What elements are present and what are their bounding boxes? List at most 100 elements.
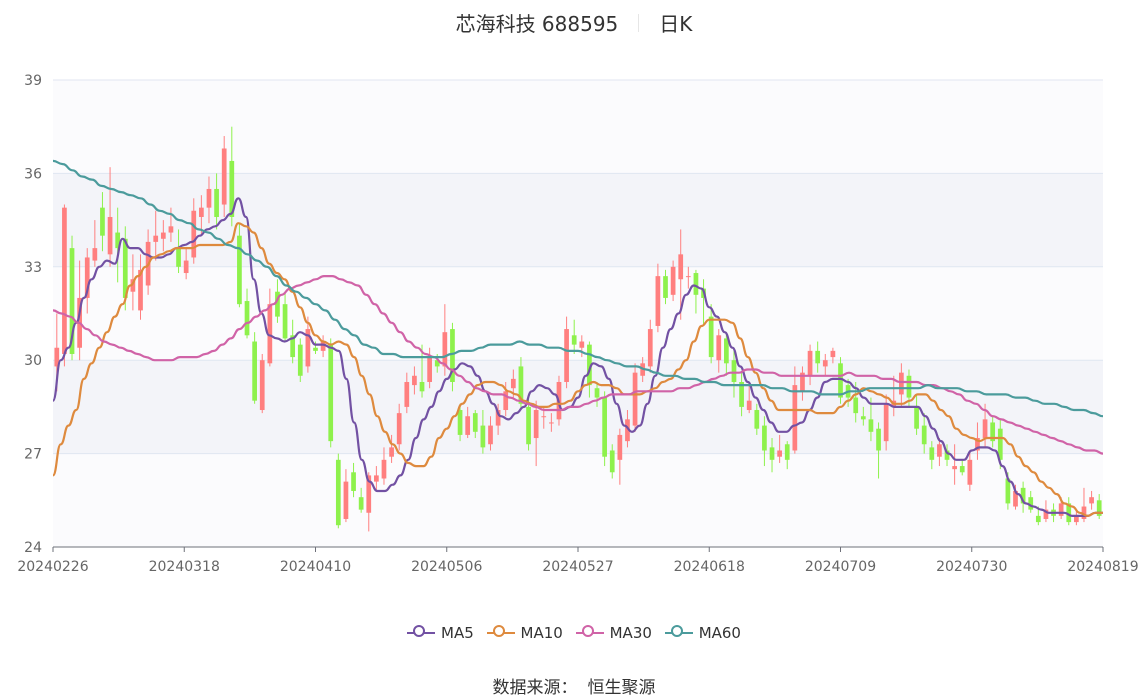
candle-body	[381, 459, 387, 479]
x-tick-label: 20240410	[280, 559, 351, 575]
candle-body	[929, 447, 935, 460]
candle-body	[1089, 497, 1094, 504]
legend-item-ma5[interactable]: MA5	[407, 624, 474, 642]
legend-item-ma30[interactable]: MA30	[575, 624, 652, 642]
candle-body	[290, 335, 296, 358]
candle-body	[724, 338, 729, 364]
candle-body	[564, 329, 569, 382]
candle-body	[1066, 503, 1072, 523]
stock-name: 芯海科技 688595	[455, 12, 619, 36]
candle-body	[160, 232, 166, 239]
candle-body	[366, 475, 372, 513]
source-label: 数据来源：	[492, 678, 578, 698]
x-tick-label: 20240709	[805, 559, 876, 575]
candle-body	[62, 207, 67, 354]
candle-body	[252, 341, 257, 401]
candle-body	[305, 329, 311, 367]
candle-body	[267, 304, 273, 364]
candle-body	[571, 335, 577, 345]
ma-line-ma60	[52, 159, 1104, 418]
candle-body	[138, 269, 143, 311]
candle-body	[282, 304, 288, 339]
candle-body	[685, 276, 691, 278]
candle-body	[495, 410, 501, 426]
y-tick-label: 30	[24, 353, 42, 369]
candle-body	[746, 400, 752, 411]
candle-body	[769, 447, 775, 460]
candle-body	[632, 372, 638, 426]
candle-body	[244, 301, 250, 336]
candle-body	[518, 366, 524, 404]
candle-body	[472, 413, 478, 432]
candle-body	[442, 332, 448, 367]
y-tick-label: 36	[24, 166, 42, 182]
legend-item-ma60[interactable]: MA60	[664, 624, 741, 642]
candle-body	[237, 235, 242, 305]
candle-body	[777, 450, 782, 457]
candle-body	[214, 188, 219, 217]
legend-item-ma10[interactable]: MA10	[486, 624, 563, 642]
candle-body	[107, 216, 113, 255]
legend-ma5-label: MA5	[441, 624, 474, 642]
candle-body	[838, 363, 843, 398]
candle-body	[655, 276, 661, 326]
candle-body	[206, 188, 212, 208]
plot-band	[53, 453, 1103, 547]
candle-body	[221, 148, 227, 205]
candle-body	[297, 344, 303, 376]
candle-body	[1028, 497, 1034, 510]
candle-body	[792, 385, 798, 451]
plot-band	[53, 173, 1103, 267]
legend-ma60-label: MA60	[698, 624, 741, 642]
period-label: 日K	[659, 12, 693, 36]
plot-band	[53, 266, 1103, 361]
x-tick-label: 20240618	[674, 559, 745, 575]
candle-body	[176, 248, 181, 267]
candle-body	[716, 335, 722, 361]
candle-body	[937, 444, 942, 457]
candle-body	[693, 273, 699, 295]
candle-body	[876, 428, 881, 451]
candle-body	[92, 248, 98, 261]
candle-body	[351, 472, 356, 491]
candle-body	[259, 360, 265, 411]
candle-body	[389, 447, 394, 457]
candle-body	[587, 344, 592, 386]
ma-line-ma5	[51, 197, 1103, 518]
candle-body	[503, 391, 509, 411]
candle-body	[967, 459, 973, 485]
candle-body	[419, 381, 425, 392]
x-tick-label: 20240819	[1067, 559, 1138, 575]
candle-body	[1043, 509, 1049, 519]
candle-body	[450, 329, 455, 382]
legend-ma30-label: MA30	[609, 624, 652, 642]
candle-body	[959, 466, 965, 473]
candle-body	[229, 160, 235, 217]
candle-body	[815, 350, 821, 364]
candle-body	[320, 341, 326, 351]
candle-body	[1074, 515, 1079, 523]
candle-body	[952, 466, 957, 470]
candle-body	[427, 357, 432, 382]
x-tick-label: 20240730	[936, 559, 1007, 575]
candle-body	[807, 350, 813, 376]
candle-body	[762, 425, 767, 451]
candle-body	[510, 378, 516, 389]
candle-body	[1005, 478, 1011, 504]
candle-body	[883, 403, 889, 442]
candle-body	[1020, 487, 1026, 504]
candle-body	[275, 291, 280, 317]
candle-body	[115, 232, 121, 249]
legend-ma60-icon	[664, 625, 693, 637]
candle-body	[990, 422, 996, 442]
candle-body	[800, 372, 805, 392]
candle-body	[343, 481, 349, 519]
candle-body	[830, 350, 836, 358]
candlestick-chart: 24 27 30 33 36 39 20240226 20240318 20240410 2024…	[17, 73, 1138, 575]
y-tick-label: 27	[24, 447, 42, 463]
candle-body	[54, 347, 60, 367]
candle-body	[739, 381, 744, 407]
candle-body	[663, 276, 668, 298]
x-tick-label: 20240506	[411, 559, 482, 575]
title-separator	[638, 13, 640, 32]
